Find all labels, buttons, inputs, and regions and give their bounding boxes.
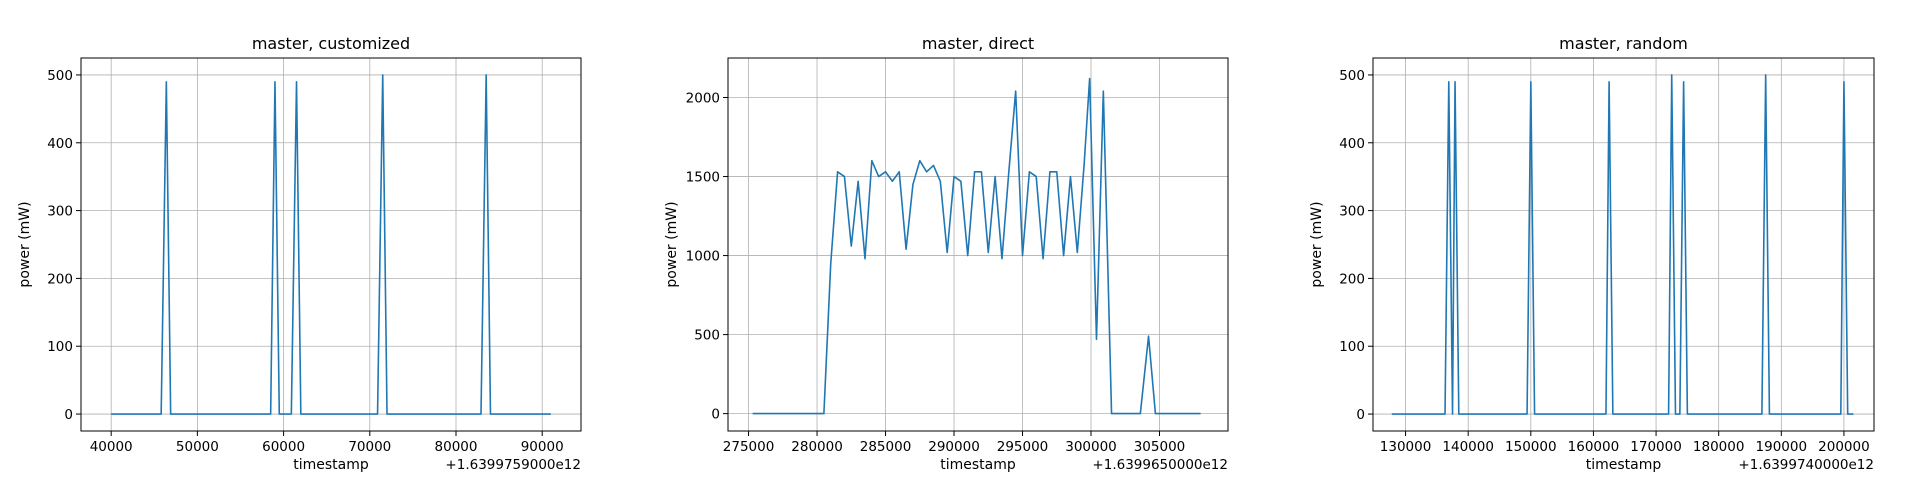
x-tick-label: 190000	[1756, 439, 1808, 455]
y-tick-label: 500	[694, 328, 720, 344]
x-tick-label: 280000	[791, 439, 843, 455]
x-offset-label: +1.6399740000e12	[1738, 457, 1874, 473]
y-tick-label: 0	[711, 407, 720, 423]
x-tick-label: 180000	[1693, 439, 1745, 455]
x-tick-label: 90000	[521, 439, 564, 455]
y-tick-label: 100	[1339, 339, 1365, 355]
y-tick-label: 100	[47, 339, 73, 355]
y-tick-label: 500	[1339, 68, 1365, 84]
y-tick-label: 2000	[686, 91, 720, 107]
y-tick-label: 200	[1339, 271, 1365, 287]
x-tick-label: 70000	[348, 439, 391, 455]
y-tick-label: 400	[47, 136, 73, 152]
y-tick-label: 500	[47, 68, 73, 84]
y-axis-label: power (mW)	[1309, 201, 1325, 287]
x-tick-label: 305000	[1134, 439, 1186, 455]
x-tick-label: 160000	[1568, 439, 1620, 455]
chart-title: master, direct	[922, 34, 1034, 53]
x-offset-label: +1.6399759000e12	[445, 457, 581, 473]
y-tick-label: 0	[1356, 407, 1365, 423]
chart-panel-1: 40000 50000 60000 70000 80000 90000 0 100 200 300…	[17, 34, 582, 473]
x-tick-label: 300000	[1065, 439, 1117, 455]
x-tick-label: 130000	[1380, 439, 1432, 455]
y-tick-label: 300	[47, 204, 73, 220]
x-tick-label: 50000	[176, 439, 219, 455]
series-line	[111, 74, 551, 415]
x-tick-label: 170000	[1630, 439, 1682, 455]
x-tick-label: 140000	[1442, 439, 1494, 455]
y-tick-label: 1000	[686, 249, 720, 265]
x-tick-label: 80000	[435, 439, 478, 455]
series-line	[752, 77, 1201, 415]
axes-frame	[1372, 57, 1875, 432]
x-offset-label: +1.6399650000e12	[1092, 457, 1228, 473]
x-tick-label: 200000	[1818, 439, 1870, 455]
x-tick-label: 60000	[262, 439, 305, 455]
y-axis-label: power (mW)	[664, 201, 680, 287]
chart-panel-3: 130000 140000 150000 160000 170000 180000 1900…	[1309, 34, 1875, 473]
x-tick-label: 40000	[90, 439, 133, 455]
x-tick-label: 150000	[1505, 439, 1557, 455]
series-line	[1391, 74, 1854, 415]
x-axis-label: timestamp	[293, 457, 369, 473]
y-tick-label: 200	[47, 271, 73, 287]
axes-frame	[727, 57, 1229, 432]
x-axis-label: timestamp	[940, 457, 1016, 473]
x-tick-label: 290000	[928, 439, 980, 455]
x-tick-label: 275000	[723, 439, 775, 455]
y-tick-label: 0	[64, 407, 73, 423]
x-tick-label: 285000	[860, 439, 912, 455]
chart-title: master, customized	[252, 34, 410, 53]
x-axis-label: timestamp	[1586, 457, 1662, 473]
y-tick-label: 1500	[686, 170, 720, 186]
chart-title: master, random	[1559, 34, 1688, 53]
y-tick-label: 300	[1339, 204, 1365, 220]
y-axis-label: power (mW)	[17, 201, 33, 287]
axes-frame	[80, 57, 582, 432]
y-tick-label: 400	[1339, 136, 1365, 152]
chart-panel-2: 275000 280000 285000 290000 295000 300000 3050…	[664, 34, 1229, 473]
x-tick-label: 295000	[997, 439, 1049, 455]
